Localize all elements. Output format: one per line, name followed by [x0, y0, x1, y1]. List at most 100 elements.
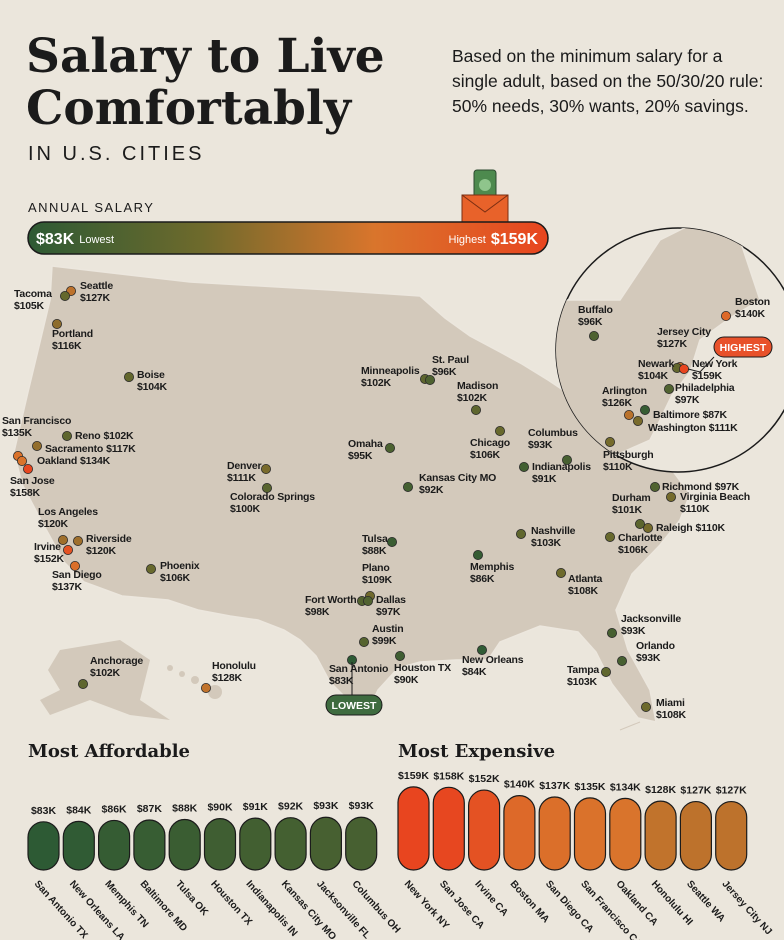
city-value: $111K	[227, 472, 256, 484]
legend-low-text: Lowest	[79, 234, 114, 246]
city-name: Raleigh	[656, 522, 693, 534]
city-value: $93K	[621, 625, 646, 637]
city-name: Newark	[638, 358, 675, 370]
city-value: $137K	[52, 581, 83, 593]
city-dot	[607, 628, 618, 639]
city-dot	[635, 519, 646, 530]
city-value: $120K	[86, 545, 117, 557]
city-name: Indianapolis	[532, 461, 591, 473]
bar	[203, 817, 237, 871]
city-dot	[424, 374, 435, 385]
city-dot	[260, 463, 271, 474]
city-dot	[679, 363, 690, 374]
city-name: Los Angeles	[38, 506, 98, 518]
city-dot	[721, 310, 732, 321]
city-name: San Diego	[52, 569, 102, 581]
city-name: New York	[692, 358, 738, 370]
bar	[503, 794, 536, 871]
city-value: $135K	[2, 427, 33, 439]
city-name: Tacoma	[14, 288, 52, 300]
city-dot	[394, 651, 405, 662]
bar-value-label: $135K	[575, 781, 606, 793]
city-dot	[605, 532, 616, 543]
city-value: $102K	[103, 430, 134, 442]
city-dot	[470, 404, 481, 415]
city-dot	[70, 561, 81, 572]
legend-high-text: Highest	[449, 234, 486, 246]
city-value: $90K	[394, 674, 419, 686]
alaska	[40, 640, 170, 720]
city-label: Washington $111K	[648, 422, 738, 434]
city-name: Anchorage	[90, 655, 143, 667]
city-value: $92K	[419, 484, 444, 496]
bar-value-label: $84K	[66, 804, 92, 816]
bar-value-label: $87K	[137, 803, 163, 815]
city-value: $86K	[470, 573, 495, 585]
city-dot	[145, 564, 156, 575]
city-dot	[562, 454, 573, 465]
section-title: Most Expensive	[398, 741, 555, 762]
city-value: $116K	[52, 340, 82, 352]
bar	[573, 797, 607, 871]
bar-value-label: $93K	[313, 800, 339, 812]
bar	[644, 800, 677, 871]
description-line: Based on the minimum salary for a	[452, 46, 723, 66]
bar-value-label: $92K	[278, 801, 304, 813]
bar-value-label: $140K	[504, 779, 535, 791]
city-name: Dallas	[376, 594, 406, 606]
bar	[345, 816, 378, 871]
city-value: $98K	[305, 606, 330, 618]
city-dot	[633, 415, 644, 426]
city-name: Washington	[648, 422, 706, 434]
city-value: $134K	[80, 455, 111, 467]
bar	[274, 817, 307, 871]
city-name: Jacksonville	[621, 613, 681, 625]
bar	[309, 816, 342, 871]
city-dot	[200, 683, 211, 694]
city-label: Richmond $97K	[662, 481, 740, 493]
bar-value-label: $91K	[243, 801, 269, 813]
city-value: $110K	[696, 522, 726, 534]
city-value: $87K	[703, 409, 728, 421]
city-dot	[556, 568, 567, 579]
city-dot	[516, 529, 527, 540]
city-name: Minneapolis	[361, 365, 420, 377]
city-value: $101K	[612, 504, 643, 516]
city-dot	[641, 702, 652, 713]
city-dot	[643, 523, 654, 534]
city-value: $110K	[603, 461, 633, 473]
city-name: Baltimore	[653, 409, 700, 421]
city-value: $99K	[372, 635, 397, 647]
city-dot	[60, 290, 71, 301]
bar	[538, 796, 571, 871]
city-dot	[589, 330, 600, 341]
bar	[715, 800, 748, 871]
bar-value-label: $134K	[610, 781, 641, 793]
city-value: $96K	[578, 316, 603, 328]
city-value: $126K	[602, 397, 633, 409]
city-name: Columbus	[528, 427, 578, 439]
highest-callout-text: HIGHEST	[720, 342, 767, 354]
city-value: $102K	[457, 392, 488, 404]
bar	[27, 821, 60, 871]
bar-value-label: $86K	[102, 803, 128, 815]
city-name: Arlington	[602, 385, 647, 397]
city-name: St. Paul	[432, 354, 469, 366]
city-value: $97K	[675, 394, 700, 406]
bar	[609, 797, 642, 871]
legend-high-label: $159K	[491, 231, 539, 248]
city-value: $106K	[160, 572, 191, 584]
legend-title: ANNUAL SALARY	[28, 200, 154, 215]
description-line: single adult, based on the 50/30/20 rule…	[452, 71, 763, 91]
city-value: $140K	[735, 308, 766, 320]
city-value: $127K	[657, 338, 688, 350]
bar-value-label: $159K	[398, 770, 429, 782]
city-dot	[78, 679, 89, 690]
city-value: $158K	[10, 487, 41, 499]
city-name: Jersey City	[657, 326, 711, 338]
city-dot	[384, 442, 395, 453]
city-name: Portland	[52, 328, 93, 340]
bar	[97, 819, 131, 871]
city-name: Tulsa	[362, 533, 388, 545]
